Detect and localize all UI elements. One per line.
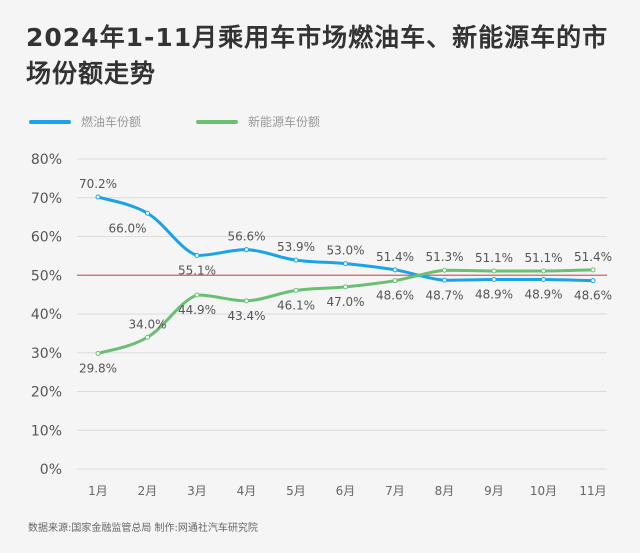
x-tick-label: 6月 [336,484,356,498]
data-label: 48.7% [425,288,463,302]
data-label: 51.1% [524,251,562,265]
data-label: 55.1% [178,263,216,277]
data-label: 51.4% [574,250,612,264]
data-point [392,267,398,273]
data-point [343,261,348,267]
source-note: 数据来源:国家金融监管总局 制作:网通社汽车研究院 [28,523,258,534]
data-label: 43.4% [227,309,265,323]
data-label: 53.9% [277,240,315,254]
data-label: 56.6% [227,230,265,244]
data-point [343,284,348,290]
data-label: 48.6% [574,289,612,303]
data-label: 47.0% [326,295,364,309]
data-point [293,257,299,263]
data-label: 46.1% [277,298,315,312]
legend-label: 燃油车份额 [81,115,142,129]
data-point [293,287,299,293]
legend-label: 新能源车份额 [248,115,321,129]
data-point [244,247,249,253]
data-point [194,252,200,258]
data-label: 29.8% [79,362,117,376]
y-tick-label: 0% [40,462,62,478]
y-tick-label: 10% [31,423,62,439]
y-tick-label: 30% [31,346,62,362]
data-label: 51.4% [376,250,414,264]
data-point [442,267,447,273]
data-label: 34.0% [128,317,166,331]
data-point [145,334,150,340]
y-tick-label: 80% [31,152,62,168]
legend-swatch [29,119,71,124]
data-point [244,298,249,304]
data-label: 51.3% [425,250,463,264]
data-point [590,278,596,284]
x-tick-label: 9月 [484,484,504,498]
data-label: 48.9% [524,288,562,302]
x-tick-label: 11月 [579,484,606,498]
data-point [491,277,497,283]
data-point [145,210,150,216]
data-label: 66.0% [108,221,146,235]
x-tick-label: 7月 [385,484,405,498]
y-tick-label: 70% [31,191,62,207]
y-tick-label: 60% [31,230,62,246]
x-tick-label: 2月 [138,484,158,498]
data-point [541,277,546,283]
series-line-1 [96,268,595,356]
data-point [491,268,497,274]
y-tick-label: 40% [31,307,62,323]
data-point [541,268,546,274]
x-tick-label: 5月 [286,484,306,498]
legend-swatch [196,119,238,124]
chart-title: 2024年1-11月乘用车市场燃油车、新能源车的市场份额走势 [26,23,609,88]
y-tick-label: 20% [31,385,62,401]
data-point [95,194,101,200]
data-point [392,278,398,284]
series-line-0 [96,195,595,283]
y-tick-label: 50% [31,268,62,284]
x-tick-label: 8月 [435,484,455,498]
legend-item-fuel: 燃油车份额 [29,113,141,130]
x-tick-label: 4月 [237,484,257,498]
x-tick-label: 1月 [88,484,108,498]
data-label: 51.1% [475,251,513,265]
x-tick-label: 3月 [187,484,207,498]
data-point [194,292,200,298]
data-label: 70.2% [79,177,117,191]
data-point [442,277,447,283]
data-label: 48.9% [475,288,513,302]
data-point [590,267,596,273]
data-label: 48.6% [376,289,414,303]
legend-item-nev: 新能源车份额 [196,113,320,130]
x-tick-label: 10月 [530,484,557,498]
data-point [95,351,101,357]
data-label: 44.9% [178,303,216,317]
data-label: 53.0% [326,244,364,258]
